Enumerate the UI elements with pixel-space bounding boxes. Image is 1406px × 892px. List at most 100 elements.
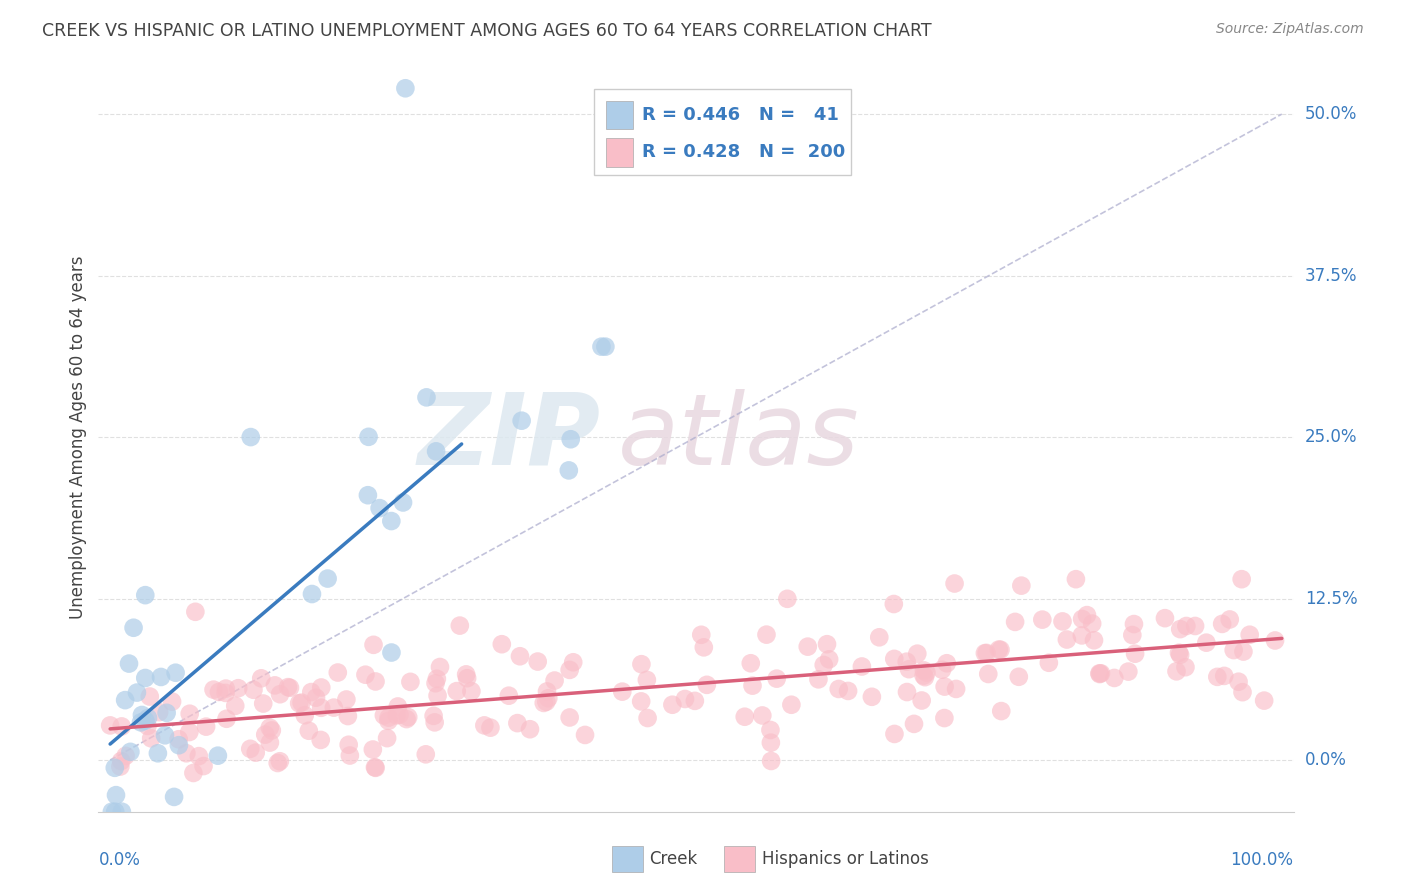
- Point: [1121, 628, 1143, 642]
- Point: [1211, 616, 1233, 631]
- Point: [510, 414, 533, 428]
- Point: [425, 676, 447, 690]
- Point: [636, 673, 658, 687]
- Point: [377, 711, 399, 725]
- Point: [883, 597, 905, 611]
- Point: [114, 693, 136, 707]
- Point: [661, 698, 683, 712]
- Point: [415, 390, 437, 404]
- Point: [387, 699, 409, 714]
- Point: [734, 710, 756, 724]
- Point: [252, 697, 274, 711]
- Point: [160, 695, 183, 709]
- Point: [357, 430, 380, 444]
- Point: [263, 678, 285, 692]
- Point: [364, 760, 387, 774]
- Point: [288, 696, 311, 710]
- Point: [259, 735, 281, 749]
- Point: [595, 340, 617, 354]
- Point: [1071, 612, 1094, 626]
- Point: [215, 712, 238, 726]
- Text: 0.0%: 0.0%: [1305, 751, 1347, 769]
- Point: [860, 690, 883, 704]
- Point: [269, 754, 291, 768]
- Point: [1230, 572, 1253, 586]
- Point: [780, 698, 803, 712]
- Point: [305, 690, 328, 705]
- Point: [165, 665, 187, 680]
- Point: [472, 718, 495, 732]
- Point: [912, 664, 935, 678]
- Point: [990, 642, 1012, 657]
- Point: [134, 588, 156, 602]
- Point: [156, 706, 179, 720]
- Point: [136, 711, 159, 725]
- Point: [368, 501, 391, 516]
- Point: [335, 692, 357, 706]
- Point: [361, 742, 384, 756]
- Point: [187, 749, 209, 764]
- Point: [740, 657, 762, 671]
- Point: [394, 81, 416, 95]
- Point: [883, 727, 905, 741]
- Point: [110, 759, 132, 773]
- Point: [309, 700, 332, 714]
- Point: [1206, 670, 1229, 684]
- Point: [426, 689, 449, 703]
- Text: 0.0%: 0.0%: [98, 851, 141, 869]
- Point: [693, 640, 716, 655]
- Point: [114, 748, 136, 763]
- Point: [167, 738, 190, 752]
- Text: Creek: Creek: [650, 850, 697, 868]
- Point: [373, 708, 395, 723]
- Point: [765, 672, 787, 686]
- Point: [1264, 633, 1286, 648]
- Point: [395, 712, 418, 726]
- Point: [426, 672, 449, 686]
- Point: [336, 709, 359, 723]
- Point: [202, 682, 225, 697]
- Point: [828, 681, 851, 696]
- Point: [460, 684, 482, 698]
- Point: [931, 663, 953, 677]
- Point: [134, 714, 156, 728]
- Point: [519, 723, 541, 737]
- Point: [176, 746, 198, 760]
- Point: [118, 657, 141, 671]
- Point: [122, 621, 145, 635]
- Point: [591, 340, 613, 354]
- Bar: [606, 138, 633, 167]
- Point: [208, 685, 231, 699]
- Point: [1064, 572, 1087, 586]
- Point: [456, 667, 478, 681]
- Point: [912, 668, 935, 682]
- Point: [1070, 628, 1092, 642]
- Point: [990, 704, 1012, 718]
- Point: [380, 514, 402, 528]
- Text: 25.0%: 25.0%: [1305, 428, 1357, 446]
- Point: [385, 708, 408, 723]
- Point: [1184, 619, 1206, 633]
- Point: [526, 655, 548, 669]
- Point: [1088, 666, 1111, 681]
- Point: [945, 681, 967, 696]
- Point: [396, 710, 419, 724]
- Point: [150, 670, 173, 684]
- Point: [630, 694, 652, 708]
- Point: [207, 748, 229, 763]
- Point: [136, 719, 159, 733]
- Point: [558, 463, 581, 477]
- Point: [163, 789, 186, 804]
- Point: [1227, 674, 1250, 689]
- Point: [299, 685, 322, 699]
- Point: [326, 665, 349, 680]
- Text: 37.5%: 37.5%: [1305, 267, 1357, 285]
- Point: [536, 684, 558, 698]
- Point: [915, 665, 938, 680]
- Point: [755, 627, 778, 641]
- Point: [612, 684, 634, 698]
- Point: [543, 673, 565, 688]
- Point: [560, 432, 582, 446]
- Text: R = 0.428   N =  200: R = 0.428 N = 200: [643, 144, 845, 161]
- Point: [911, 693, 934, 707]
